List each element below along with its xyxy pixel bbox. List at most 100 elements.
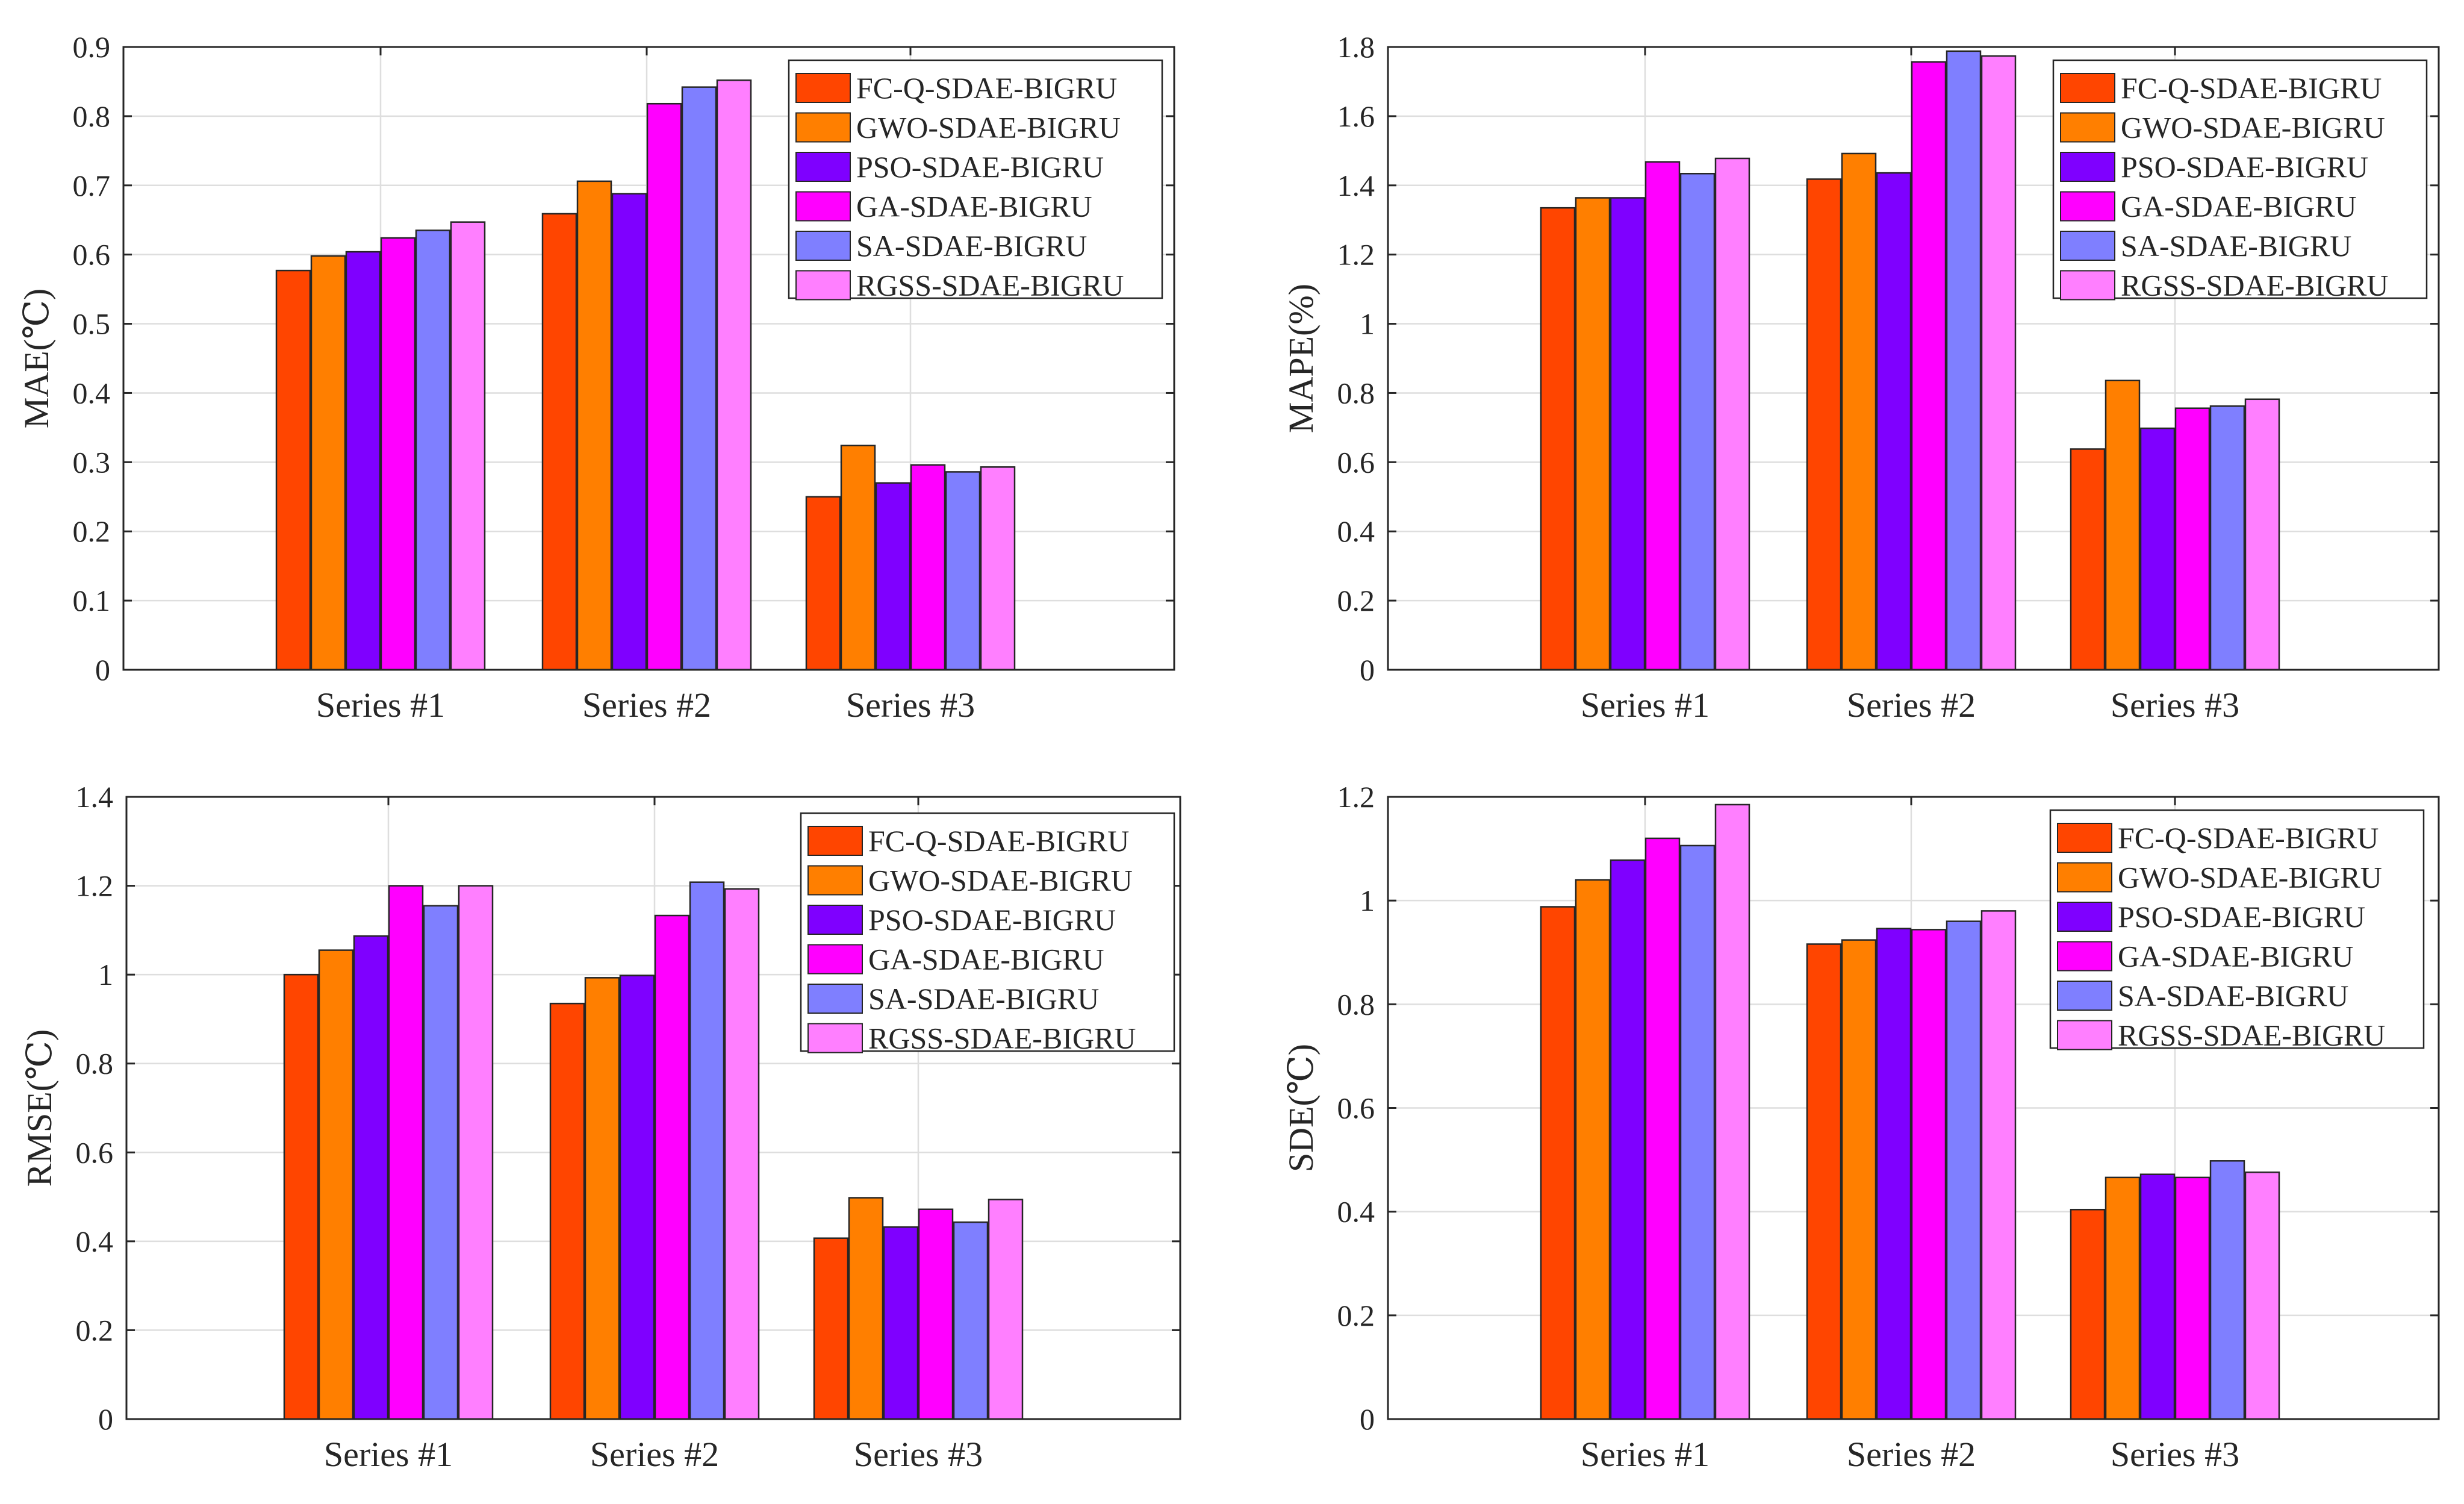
legend-swatch [795, 270, 851, 301]
legend-swatch [2060, 270, 2115, 301]
bar-pso-sdae-bigru-3 [2139, 427, 2176, 671]
y-tick-label: 1.2 [1337, 238, 1375, 272]
legend-swatch [2057, 981, 2112, 1011]
bar-gwo-sdae-bigru-3 [2105, 1176, 2141, 1420]
y-tick-label: 0 [1360, 1402, 1375, 1436]
bar-sa-sdae-bigru-3 [953, 1221, 989, 1420]
axes-frame [122, 46, 1175, 671]
x-tick-label: Series #3 [846, 685, 975, 725]
bar-ga-sdae-bigru-1 [1644, 837, 1681, 1420]
y-tick-label: 0.4 [76, 1225, 114, 1258]
legend-swatch [2060, 112, 2115, 143]
y-tick-label: 0.3 [73, 445, 111, 479]
bar-rgss-sdae-bigru-2 [1980, 55, 2017, 671]
x-tick-label: Series #2 [582, 685, 711, 725]
legend-label: RGSS-SDAE-BIGRU [2118, 1019, 2386, 1052]
legend-swatch [2060, 73, 2115, 103]
legend-label: GWO-SDAE-BIGRU [2118, 861, 2382, 894]
bar-ga-sdae-bigru-1 [1644, 161, 1681, 671]
legend-label: GA-SDAE-BIGRU [2121, 190, 2357, 223]
bar-fc-q-sdae-bigru-3 [2070, 448, 2106, 671]
legend-swatch [795, 112, 851, 143]
y-tick-label: 0.1 [73, 584, 111, 617]
legend-label: SA-SDAE-BIGRU [868, 982, 1099, 1016]
x-tick-label: Series #1 [1581, 1435, 1710, 1474]
legend-swatch [807, 826, 863, 856]
bar-gwo-sdae-bigru-3 [840, 445, 876, 671]
legend-label: FC-Q-SDAE-BIGRU [856, 71, 1117, 105]
y-tick-label: 0 [1360, 653, 1375, 687]
bar-sa-sdae-bigru-2 [681, 86, 717, 671]
bar-rgss-sdae-bigru-3 [988, 1199, 1024, 1420]
bar-rgss-sdae-bigru-3 [2244, 398, 2280, 671]
bar-rgss-sdae-bigru-1 [1714, 803, 1750, 1420]
bar-sa-sdae-bigru-1 [1679, 172, 1716, 671]
legend-label: GA-SDAE-BIGRU [2118, 940, 2354, 973]
x-tick-label: Series #2 [590, 1435, 719, 1474]
bar-rgss-sdae-bigru-3 [2244, 1171, 2280, 1420]
bar-ga-sdae-bigru-3 [2174, 1176, 2210, 1420]
bar-fc-q-sdae-bigru-1 [283, 973, 319, 1420]
legend-swatch [2060, 152, 2115, 182]
y-tick-label: 0.5 [73, 307, 111, 341]
bar-fc-q-sdae-bigru-3 [813, 1237, 849, 1420]
legend-label: PSO-SDAE-BIGRU [856, 150, 1104, 184]
y-tick-label: 0.7 [73, 169, 111, 202]
legend-label: PSO-SDAE-BIGRU [868, 903, 1116, 937]
y-tick-label: 0.4 [1337, 514, 1375, 548]
x-tick-label: Series #3 [2111, 685, 2239, 725]
legend-box [2052, 59, 2428, 299]
bar-fc-q-sdae-bigru-1 [275, 269, 311, 671]
bar-pso-sdae-bigru-3 [875, 482, 911, 671]
y-tick-label: 1.2 [76, 869, 114, 903]
chart-panel-3: 0 0.2 0.4 0.6 0.8 1 1.2 1.4 Series #1 Series #2 Se… [20, 780, 1181, 1474]
bar-rgss-sdae-bigru-2 [1980, 910, 2017, 1420]
bar-rgss-sdae-bigru-2 [724, 888, 760, 1420]
bar-pso-sdae-bigru-1 [1610, 859, 1646, 1420]
legend-label: FC-Q-SDAE-BIGRU [2121, 71, 2382, 105]
axes-frame [1387, 46, 2440, 671]
bar-gwo-sdae-bigru-2 [1841, 939, 1877, 1420]
bar-sa-sdae-bigru-3 [2209, 405, 2245, 671]
legend-swatch [2057, 823, 2112, 853]
legend-swatch [807, 865, 863, 896]
y-axis-label: RMSE(℃) [20, 1029, 59, 1187]
x-tick-label: Series #2 [1847, 1435, 1976, 1474]
bar-fc-q-sdae-bigru-2 [1806, 178, 1842, 671]
legend-swatch [2060, 191, 2115, 222]
y-tick-label: 0.4 [73, 376, 111, 410]
bar-ga-sdae-bigru-2 [654, 914, 690, 1420]
legend-label: RGSS-SDAE-BIGRU [856, 269, 1124, 302]
legend-label: GWO-SDAE-BIGRU [856, 111, 1121, 145]
legend-swatch [807, 1023, 863, 1053]
bar-fc-q-sdae-bigru-3 [805, 496, 841, 671]
bar-gwo-sdae-bigru-1 [1575, 879, 1611, 1420]
y-tick-label: 0.2 [73, 514, 111, 548]
bar-ga-sdae-bigru-3 [910, 464, 946, 671]
legend-swatch [795, 152, 851, 182]
legend-swatch [795, 73, 851, 103]
y-tick-label: 1 [1360, 307, 1375, 341]
bar-ga-sdae-bigru-2 [1911, 929, 1947, 1420]
bar-rgss-sdae-bigru-1 [1714, 157, 1750, 671]
legend-label: GA-SDAE-BIGRU [868, 943, 1104, 976]
legend-swatch [795, 231, 851, 261]
bar-sa-sdae-bigru-3 [2209, 1160, 2245, 1420]
y-tick-label: 1.2 [1337, 780, 1375, 814]
y-tick-label: 0.6 [76, 1135, 114, 1169]
bar-pso-sdae-bigru-1 [1610, 197, 1646, 671]
legend-label: SA-SDAE-BIGRU [856, 229, 1087, 263]
axes-frame [1387, 796, 2440, 1420]
bar-gwo-sdae-bigru-2 [576, 180, 612, 671]
bar-sa-sdae-bigru-2 [689, 881, 725, 1420]
bar-rgss-sdae-bigru-1 [458, 885, 494, 1420]
y-tick-label: 0 [98, 1402, 113, 1436]
y-axis-label: MAPE(%) [1281, 284, 1321, 433]
y-tick-label: 1.6 [1337, 99, 1375, 133]
bar-fc-q-sdae-bigru-2 [549, 1002, 585, 1420]
bar-sa-sdae-bigru-2 [1946, 50, 1982, 671]
bar-pso-sdae-bigru-3 [883, 1226, 919, 1420]
y-tick-label: 0.8 [1337, 987, 1375, 1021]
x-tick-label: Series #1 [324, 1435, 453, 1474]
